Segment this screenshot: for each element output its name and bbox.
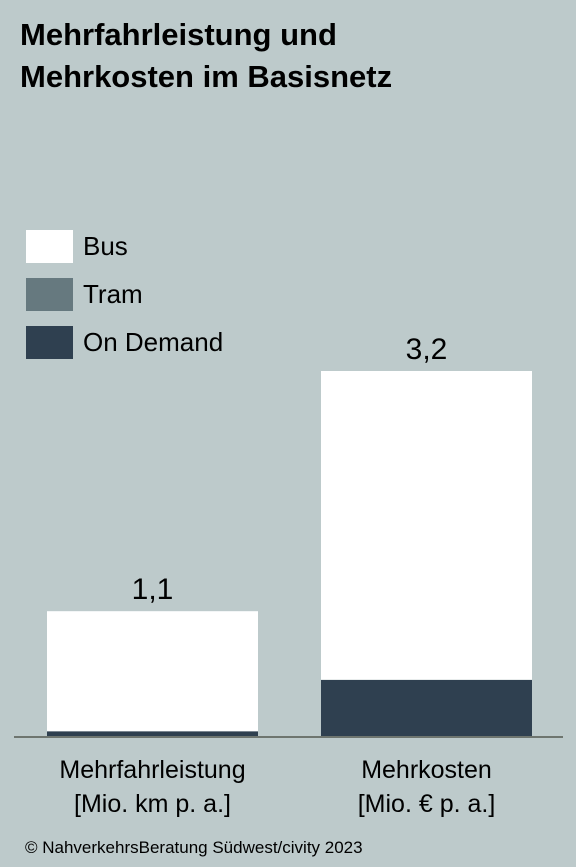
- legend-item-on-demand: On Demand: [26, 318, 223, 366]
- chart-title: Mehrfahrleistung und Mehrkosten im Basis…: [20, 14, 560, 98]
- category-label-2-line-2: [Mio. € p. a.]: [358, 790, 496, 818]
- chart-title-line-1: Mehrfahrleistung und: [20, 17, 337, 52]
- legend-label-on-demand: On Demand: [83, 326, 224, 357]
- legend-item-bus: Bus: [26, 222, 223, 270]
- chart-title-line-2: Mehrkosten im Basisnetz: [20, 59, 393, 94]
- bar-bus-1: [47, 611, 258, 732]
- bar-bus-2: [321, 371, 532, 680]
- legend-swatch-tram: [26, 277, 73, 311]
- legend-swatch-on-demand: [26, 325, 73, 359]
- bar-on-demand-1: [47, 731, 258, 737]
- legend-item-tram: Tram: [26, 270, 223, 318]
- legend-label-tram: Tram: [83, 278, 143, 309]
- bar-on-demand-2: [321, 679, 532, 737]
- data-label-2: 3,2: [406, 333, 448, 366]
- legend-label-bus: Bus: [83, 230, 128, 261]
- category-label-2-line-1: Mehrkosten: [361, 756, 492, 784]
- data-label-1: 1,1: [132, 573, 174, 606]
- copyright-footer: © NahverkehrsBeratung Südwest/civity 202…: [25, 838, 363, 857]
- category-label-1-line-1: Mehrfahrleistung: [59, 756, 245, 784]
- legend-swatch-bus: [26, 229, 73, 263]
- category-label-1-line-2: [Mio. km p. a.]: [74, 790, 231, 818]
- legend: Bus Tram On Demand: [26, 222, 223, 366]
